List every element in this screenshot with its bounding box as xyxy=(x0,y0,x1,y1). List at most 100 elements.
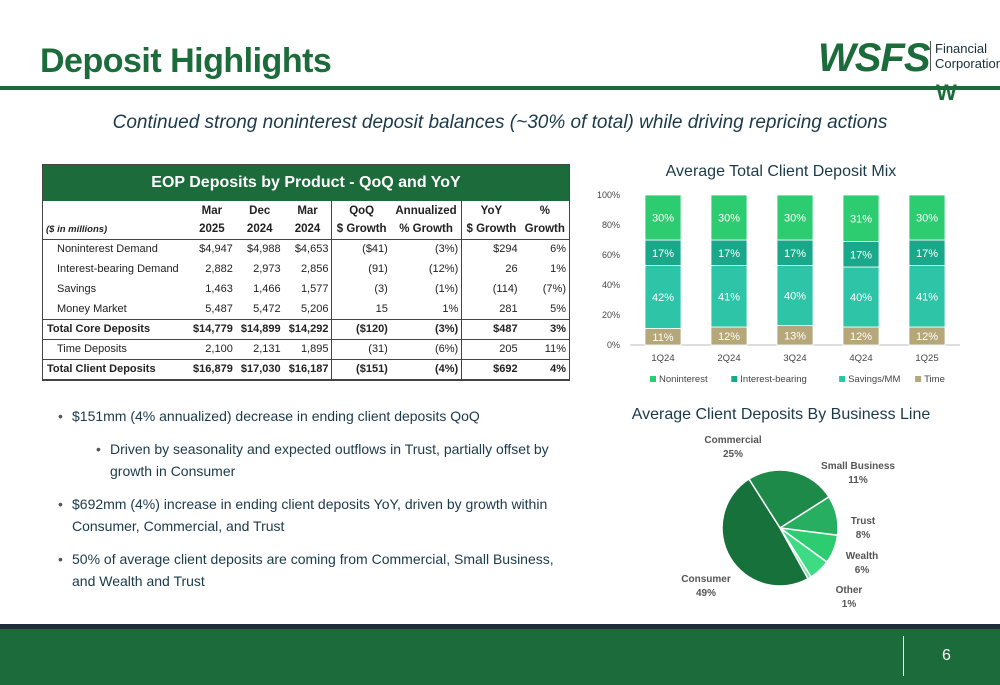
unit-label: ($ in millions) xyxy=(43,220,188,240)
table-cell: 2,131 xyxy=(253,343,281,355)
table-cell: 11% xyxy=(544,343,566,355)
bullet-list: $151mm (4% annualized) decrease in endin… xyxy=(58,405,572,603)
table-cell: $4,653 xyxy=(294,243,329,256)
col-head: 2025 xyxy=(188,220,236,240)
page-title: Deposit Highlights xyxy=(40,42,332,80)
title-divider xyxy=(0,86,1000,90)
deposits-grid: Mar Dec Mar QoQ Annualized YoY % ($ in m… xyxy=(43,201,569,380)
table-row: Time Deposits 2,100 2,131 1,895 (31) (6%) 205 1… xyxy=(43,339,569,359)
table-cell: (31) xyxy=(331,339,391,359)
table-body: Noninterest Demand $4,947 $4,988 $4,653 ($41… xyxy=(43,239,569,380)
table-cell: 4% xyxy=(520,358,569,380)
bar-segment xyxy=(908,265,946,328)
table-cell: 2,882 xyxy=(205,263,233,275)
bar-data-label: 17% xyxy=(784,248,806,260)
table-cell: 26 xyxy=(461,259,521,279)
bar-data-label: 40% xyxy=(850,292,872,304)
table-cell: 205 xyxy=(461,339,521,359)
bar-data-label: 13% xyxy=(784,330,806,342)
footer-bar xyxy=(0,629,1000,685)
bar-data-label: 42% xyxy=(652,292,674,304)
table-cell: (12%) xyxy=(428,263,459,275)
table-cell: (91) xyxy=(331,259,391,279)
table-cell: (7%) xyxy=(542,283,566,295)
bar-segment xyxy=(776,239,814,266)
table-cell: $294 xyxy=(461,239,521,259)
legend-label: Noninterest xyxy=(659,374,708,385)
legend-swatch xyxy=(731,376,738,382)
table-heading: EOP Deposits by Product - QoQ and YoY xyxy=(43,165,569,201)
table-cell: $14,779 xyxy=(188,318,236,340)
table-cell: 1% xyxy=(442,302,459,315)
pie-label-name: Wealth xyxy=(846,551,879,562)
bar-data-label: 17% xyxy=(850,249,872,261)
table-row: Total Client Deposits $16,879 $17,030 $16,1… xyxy=(43,358,569,380)
bar-segment xyxy=(710,194,748,241)
table-cell: $487 xyxy=(461,318,521,340)
x-tick-label: 2Q24 xyxy=(717,353,740,364)
pie-label-name: Small Business xyxy=(821,461,895,472)
legend-swatch xyxy=(650,376,656,382)
bar-data-label: 30% xyxy=(652,213,674,225)
pie-label-value: 11% xyxy=(848,475,868,486)
x-tick-label: 4Q24 xyxy=(849,353,872,364)
logo-wordmark: WSFS xyxy=(818,36,931,80)
table-row: Savings 1,463 1,466 1,577 (3) (1%) (114) (7%) xyxy=(43,279,569,299)
x-tick-label: 1Q24 xyxy=(651,353,674,364)
bar-data-label: 17% xyxy=(916,248,938,260)
bar-segment xyxy=(908,239,946,266)
bar-data-label: 12% xyxy=(916,331,938,343)
column-header-bottom: ($ in millions) 2025 2024 2024 $ Growth … xyxy=(43,220,569,240)
table-row: Interest-bearing Demand 2,882 2,973 2,856 (9… xyxy=(43,259,569,279)
bar-segment xyxy=(842,194,880,242)
table-cell: $4,947 xyxy=(199,243,233,256)
col-head: $ Growth xyxy=(331,220,391,240)
deposit-mix-chart: 0% 20% 40% 60% 80% 100% 11% 42% 17% 30% 1Q24 12% 41%… xyxy=(597,190,960,385)
table-cell: 1,895 xyxy=(300,343,329,355)
col-head: % xyxy=(539,204,550,217)
bar-segment xyxy=(842,266,880,328)
pie-slice xyxy=(721,477,809,587)
row-label: Time Deposits xyxy=(57,343,127,355)
col-head: 2024 xyxy=(235,220,284,240)
logo-mark: W xyxy=(936,80,957,105)
x-tick-label: 3Q24 xyxy=(783,353,806,364)
table-cell: 2,973 xyxy=(253,263,281,275)
table-cell: ($151) xyxy=(331,358,391,380)
bar-segment xyxy=(776,194,814,241)
footer-divider xyxy=(903,636,904,676)
table-cell: (114) xyxy=(461,279,521,299)
bar-segment xyxy=(644,265,682,329)
y-tick-label: 80% xyxy=(602,220,620,230)
table-row: Money Market 5,487 5,472 5,206 15 1% 281 5% xyxy=(43,299,569,319)
row-label: Total Client Deposits xyxy=(43,358,188,380)
table-cell: (1%) xyxy=(435,283,459,295)
pie-label-value: 49% xyxy=(696,588,716,599)
table-cell: $16,187 xyxy=(283,358,332,380)
column-header-top: Mar Dec Mar QoQ Annualized YoY % xyxy=(43,201,569,220)
pie-label-name: Trust xyxy=(851,516,876,527)
bar-data-label: 31% xyxy=(850,213,872,225)
table-cell: 5,206 xyxy=(300,302,329,315)
legend-label: Savings/MM xyxy=(848,374,900,385)
bar-data-label: 41% xyxy=(718,291,740,303)
pie-label-value: 8% xyxy=(856,530,871,541)
table-cell: 2,100 xyxy=(205,343,233,355)
y-tick-label: 100% xyxy=(597,190,620,200)
col-head: Annualized xyxy=(395,204,457,217)
bar-data-label: 40% xyxy=(784,291,806,303)
bar-data-label: 12% xyxy=(850,331,872,343)
bar-segment xyxy=(908,194,946,241)
bar-data-label: 41% xyxy=(916,291,938,303)
table-cell: 1,577 xyxy=(300,283,329,295)
table-cell: (3) xyxy=(331,279,391,299)
legend-swatch xyxy=(915,376,922,382)
bar-data-label: 17% xyxy=(718,248,740,260)
bullet-item: $692mm (4%) increase in ending client de… xyxy=(58,493,572,537)
col-head: Growth xyxy=(520,220,569,240)
table-row: Total Core Deposits $14,779 $14,899 $14,292… xyxy=(43,318,569,340)
bar-segment xyxy=(644,239,682,266)
table-cell: $4,988 xyxy=(246,243,281,256)
legend-swatch xyxy=(839,376,846,382)
bar-segment xyxy=(710,239,748,266)
